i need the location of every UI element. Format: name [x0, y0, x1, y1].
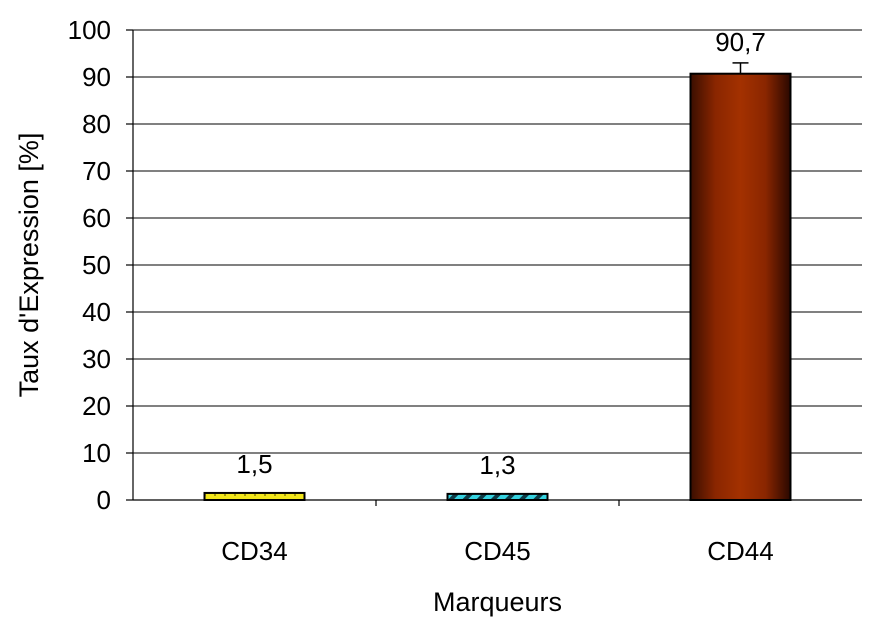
y-tick-label: 50	[82, 250, 111, 280]
y-tick-label: 20	[82, 391, 111, 421]
y-tick-label: 10	[82, 438, 111, 468]
y-tick-label: 30	[82, 344, 111, 374]
x-axis-title: Marqueurs	[433, 587, 562, 617]
labels: 0 10 20 30 40 50 60 70 80 90 100 1,5 CD34 1,3 CD45 90,7…	[68, 15, 774, 566]
data-label: 90,7	[715, 27, 766, 57]
y-tick-label: 80	[82, 109, 111, 139]
x-tick-label: CD45	[464, 536, 530, 566]
y-tick-label: 60	[82, 203, 111, 233]
y-tick-label: 0	[97, 485, 111, 515]
x-tick-label: CD44	[707, 536, 773, 566]
data-label: 1,3	[479, 450, 515, 480]
y-tick-label: 90	[82, 62, 111, 92]
bar-cd34	[203, 491, 306, 502]
bar-cd45	[446, 492, 549, 502]
x-tick-label: CD34	[221, 536, 287, 566]
bars	[203, 62, 792, 502]
y-axis-title: Taux d'Expression [%]	[14, 133, 44, 398]
bar-cd44	[689, 72, 792, 502]
y-tick-label: 100	[68, 15, 111, 45]
gridlines	[133, 29, 862, 454]
y-tick-label: 70	[82, 156, 111, 186]
data-label: 1,5	[236, 449, 272, 479]
y-tick-label: 40	[82, 297, 111, 327]
